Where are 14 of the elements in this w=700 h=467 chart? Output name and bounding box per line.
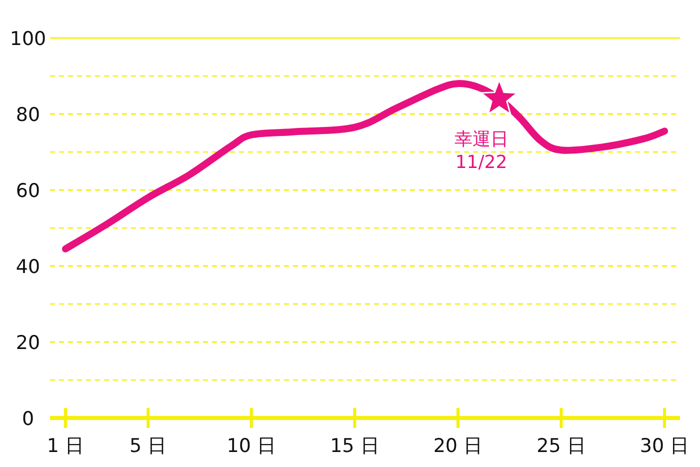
x-tick-label: 5 日 <box>130 435 167 457</box>
x-tick-label: 30 日 <box>640 435 690 457</box>
y-tick-label: 20 <box>16 332 40 354</box>
x-tick-label: 25 日 <box>536 435 586 457</box>
x-tick-label: 1 日 <box>46 435 84 457</box>
y-tick-label: 60 <box>16 180 40 202</box>
y-tick-label: 80 <box>16 104 40 126</box>
x-tick-label: 15 日 <box>330 435 380 457</box>
y-tick-label: 40 <box>16 256 40 278</box>
x-tick-label: 20 日 <box>433 435 483 457</box>
y-tick-label: 100 <box>10 28 46 50</box>
annotation: 幸運日 11/22 <box>454 128 508 173</box>
x-tick-label: 10 日 <box>226 435 276 457</box>
y-tick-label: 0 <box>22 408 34 430</box>
